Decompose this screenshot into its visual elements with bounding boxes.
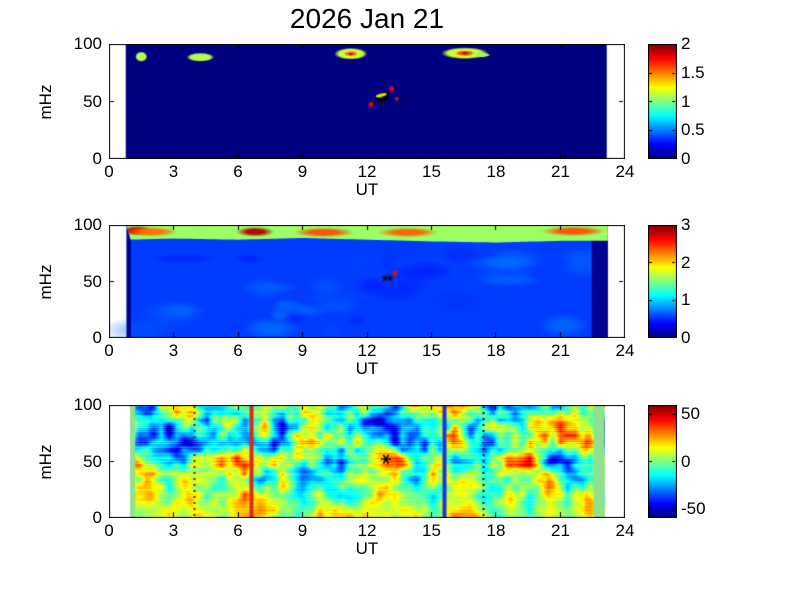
figure-title: 2026 Jan 21 <box>289 3 445 34</box>
x-tick-label: 9 <box>297 521 308 540</box>
heatmap-canvas-1 <box>109 44 625 159</box>
x-axis-label-2: UT <box>355 359 379 378</box>
y-tick-label: 0 <box>92 508 102 527</box>
x-tick-label: 18 <box>486 162 506 181</box>
x-tick-label: 12 <box>357 521 377 540</box>
x-tick-label: 3 <box>168 162 179 181</box>
y-tick-label: 50 <box>83 271 102 291</box>
x-tick-label: 21 <box>551 521 570 540</box>
colorbar-canvas-1 <box>648 44 677 159</box>
colorbar-tick-label: 2 <box>681 252 691 272</box>
x-tick-label: 9 <box>297 341 308 360</box>
colorbar-canvas-2 <box>648 225 677 338</box>
x-axis-label-3: UT <box>355 539 379 558</box>
y-tick-label: 100 <box>73 34 102 53</box>
colorbar-tick-label: 1 <box>681 91 691 111</box>
y-tick-label: 100 <box>73 215 102 234</box>
x-tick-label: 21 <box>551 162 570 181</box>
x-tick-label: 18 <box>486 521 506 540</box>
x-tick-label: 0 <box>104 162 114 181</box>
x-tick-label: 18 <box>486 341 506 360</box>
x-tick-label: 15 <box>422 521 441 540</box>
x-tick-label: 6 <box>233 341 243 360</box>
x-tick-label: 0 <box>104 521 114 540</box>
x-tick-label: 0 <box>104 341 114 360</box>
x-tick-label: 15 <box>422 162 441 181</box>
x-tick-label: 9 <box>297 162 308 181</box>
y-tick-label: 0 <box>92 149 102 168</box>
colorbar-tick-label: 0.5 <box>681 120 705 140</box>
heatmap-canvas-3 <box>109 405 625 518</box>
x-tick-label: 24 <box>615 341 635 360</box>
x-tick-label: 3 <box>168 521 179 540</box>
colorbar-tick-label: 2 <box>681 34 691 53</box>
colorbar-tick-label: 0 <box>681 328 691 347</box>
x-tick-label: 3 <box>168 341 179 360</box>
y-tick-label: 0 <box>92 328 102 347</box>
x-tick-label: 15 <box>422 341 441 360</box>
colorbar-tick-label: 0 <box>681 149 691 168</box>
colorbar-canvas-3 <box>648 405 677 518</box>
y-tick-label: 50 <box>83 91 102 111</box>
x-tick-label: 24 <box>615 521 635 540</box>
colorbar-tick-label: 1.5 <box>681 62 705 82</box>
colorbar-tick-label: -50 <box>681 498 706 518</box>
colorbar-tick-label: 1 <box>681 290 691 310</box>
colorbar-tick-label: 3 <box>681 215 691 234</box>
x-tick-label: 12 <box>357 341 377 360</box>
y-tick-label: 50 <box>83 451 102 471</box>
x-tick-label: 21 <box>551 341 570 360</box>
x-tick-label: 6 <box>233 162 243 181</box>
x-tick-label: 6 <box>233 521 243 540</box>
x-tick-label: 12 <box>357 162 377 181</box>
x-tick-label: 24 <box>615 162 635 181</box>
colorbar-tick-label: 0 <box>681 451 691 471</box>
x-axis-label-1: UT <box>355 180 379 199</box>
colorbar-tick-label: 50 <box>681 404 700 424</box>
y-tick-label: 100 <box>73 395 102 414</box>
heatmap-canvas-2 <box>109 225 625 338</box>
